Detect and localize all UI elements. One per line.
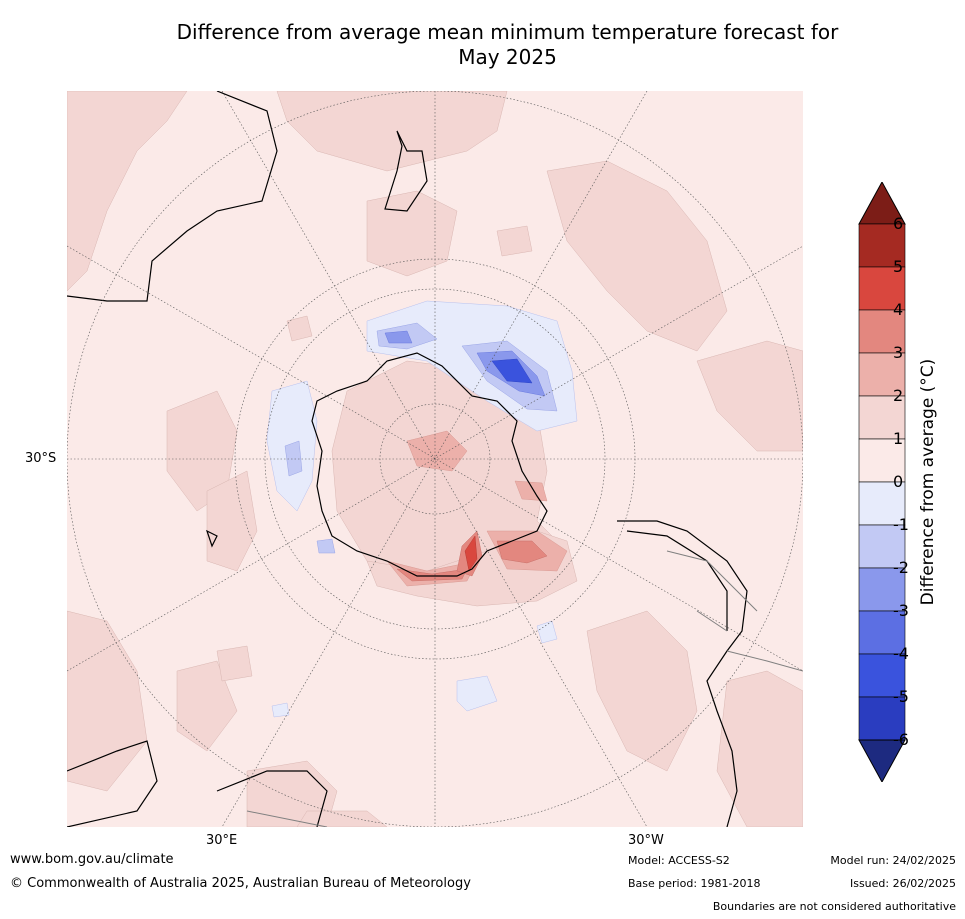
- colorbar-bin: [858, 524, 906, 569]
- map-title: Difference from average mean minimum tem…: [60, 20, 955, 70]
- warm-anomaly-areas: [67, 91, 803, 827]
- map-title-line-2: May 2025: [458, 45, 557, 69]
- colorbar: [858, 180, 965, 784]
- latitude-label-30s: 30°S: [25, 451, 57, 466]
- colorbar-tick-label: 3: [893, 343, 904, 362]
- footer-model-run: Model run: 24/02/2025: [830, 854, 956, 867]
- colorbar-bins: [858, 223, 906, 741]
- colorbar-bin: [858, 481, 906, 526]
- polar-map-canvas: [67, 91, 803, 827]
- colorbar-bin: [858, 309, 906, 354]
- colorbar-tick-label: 1: [893, 429, 904, 448]
- graticule: [67, 91, 803, 827]
- colorbar-bin: [858, 438, 906, 483]
- longitude-label-30w: 30°W: [628, 833, 664, 848]
- map-title-line-1: Difference from average mean minimum tem…: [176, 20, 839, 44]
- colorbar-tick-label: 5: [893, 257, 904, 276]
- colorbar-tick-label: 0: [893, 472, 904, 491]
- colorbar-tick-label: 6: [893, 214, 904, 233]
- footer-issued: Issued: 26/02/2025: [849, 877, 956, 890]
- longitude-label-30e: 30°E: [206, 833, 238, 848]
- colorbar-title-text: Difference from average (°C): [918, 358, 938, 606]
- country-borders: [246, 550, 803, 827]
- colorbar-tick-label: -5: [893, 687, 909, 706]
- colorbar-tick-label: 2: [893, 386, 904, 405]
- colorbar-tick-label: -1: [893, 515, 909, 534]
- footer-base-period: Base period: 1981-2018: [628, 877, 761, 890]
- colorbar-tick-label: -6: [893, 730, 909, 749]
- colorbar-tick-label: 4: [893, 300, 904, 319]
- colorbar-tick-label: -3: [893, 601, 909, 620]
- colorbar-tick-label: -2: [893, 558, 909, 577]
- colorbar-graphic: [858, 180, 906, 784]
- footer-model: Model: ACCESS-S2: [628, 854, 730, 867]
- colorbar-bin: [858, 696, 906, 741]
- colorbar-bin: [858, 223, 906, 268]
- colorbar-tick-label: -4: [893, 644, 909, 663]
- footer-copyright: © Commonwealth of Australia 2025, Austra…: [10, 876, 471, 891]
- colorbar-bin: [858, 610, 906, 655]
- colorbar-bin: [858, 567, 906, 612]
- footer-disclaimer: Boundaries are not considered authoritat…: [712, 900, 956, 913]
- cool-anomaly-areas: [266, 300, 578, 718]
- colorbar-extend-low: [858, 739, 906, 784]
- polar-map: [67, 91, 803, 827]
- footer-url[interactable]: www.bom.gov.au/climate: [10, 852, 174, 867]
